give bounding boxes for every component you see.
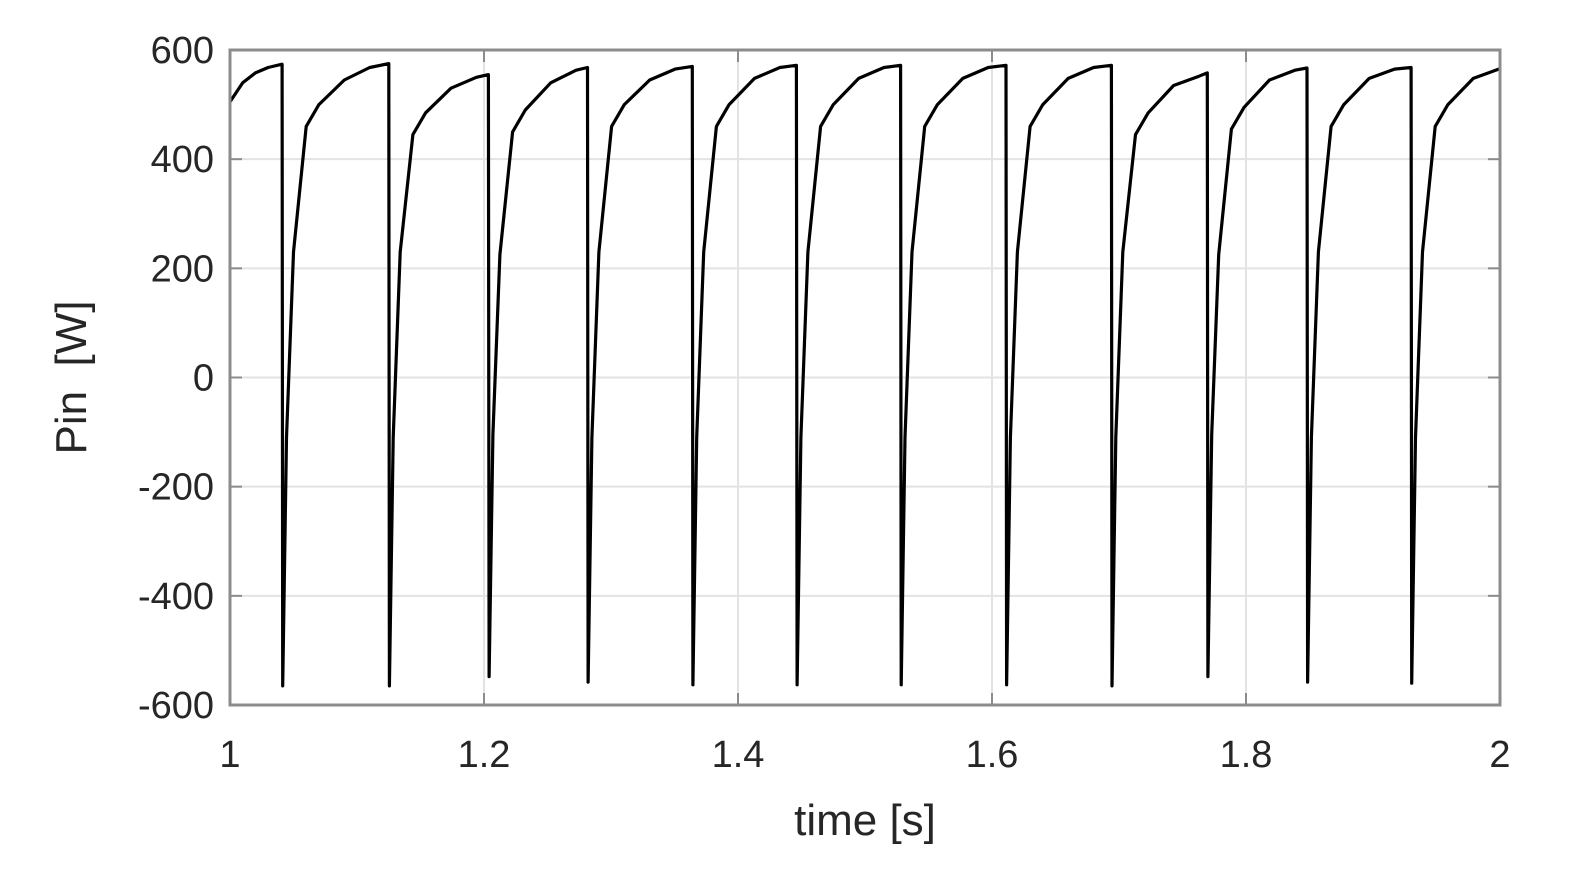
x-tick-label: 1.8: [1220, 734, 1273, 776]
y-tick-label: 200: [151, 248, 214, 290]
y-tick-label: 600: [151, 30, 214, 72]
y-tick-label: -400: [138, 576, 214, 618]
series-line: [228, 62, 1501, 688]
y-tick-label: -600: [138, 685, 214, 727]
series-layer: [228, 62, 1501, 688]
x-tick-label: 1: [219, 734, 240, 776]
y-tick-label: -200: [138, 467, 214, 509]
x-tick-label: 2: [1489, 734, 1510, 776]
x-tick-label: 1.2: [458, 734, 511, 776]
x-axis-label: time [s]: [794, 796, 936, 845]
y-tick-label: 400: [151, 139, 214, 181]
y-axis-label: Pin [W]: [47, 300, 96, 454]
ticks: 1 1.2 1.4 1.6 1.8 2 600 400 200 0 -200 -400 -600: [138, 30, 1511, 776]
y-tick-label: 0: [193, 358, 214, 400]
x-tick-label: 1.4: [712, 734, 765, 776]
x-tick-label: 1.6: [966, 734, 1019, 776]
